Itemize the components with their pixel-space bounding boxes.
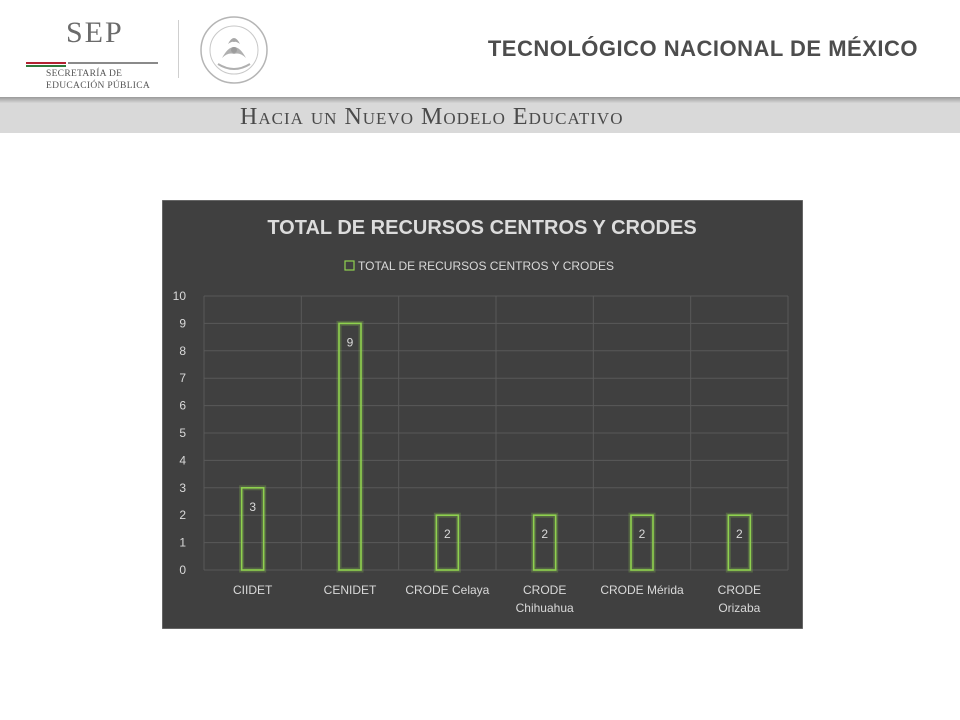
bar <box>240 486 265 571</box>
bar <box>532 514 557 571</box>
sep-logo: SEP SECRETARÍA DE EDUCACIÓN PÚBLICA <box>22 14 172 91</box>
y-tick-label: 10 <box>173 289 187 303</box>
data-label: 2 <box>444 527 451 541</box>
x-tick-label: CRODE <box>523 583 566 597</box>
y-tick-label: 6 <box>179 399 186 413</box>
y-tick-label: 0 <box>179 563 186 577</box>
x-tick-label: CRODE Celaya <box>405 583 489 597</box>
y-tick-label: 8 <box>179 344 186 358</box>
y-tick-label: 5 <box>179 426 186 440</box>
bar <box>727 514 752 571</box>
sep-logo-red-stripe <box>26 62 66 64</box>
bar <box>338 322 362 571</box>
chart-container: TOTAL DE RECURSOS CENTROS Y CRODES TOTAL… <box>161 199 804 630</box>
sep-logo-word: SEP <box>66 16 124 49</box>
chart-title: TOTAL DE RECURSOS CENTROS Y CRODES <box>267 217 696 239</box>
data-label: 2 <box>736 527 743 541</box>
legend-swatch <box>344 260 355 271</box>
header-divider <box>178 20 179 78</box>
y-tick-label: 4 <box>179 453 186 467</box>
x-tick-label: CIIDET <box>233 583 273 597</box>
header: SEP SECRETARÍA DE EDUCACIÓN PÚBLICA TECN… <box>0 0 960 98</box>
x-tick-label: Orizaba <box>718 601 760 615</box>
x-tick-label: CENIDET <box>324 583 377 597</box>
sep-logo-subtitle-1: SECRETARÍA DE <box>46 69 123 79</box>
bar <box>630 514 654 571</box>
subtitle-band-text: Hacia un Nuevo Modelo Educativo <box>240 104 624 130</box>
mexico-seal-icon <box>200 16 268 84</box>
header-shadow <box>0 97 960 103</box>
institution-title: TECNOLÓGICO NACIONAL DE MÉXICO <box>487 36 918 61</box>
bar-chart: TOTAL DE RECURSOS CENTROS Y CRODES TOTAL… <box>161 199 804 630</box>
y-tick-label: 2 <box>179 508 186 522</box>
sep-logo-green-stripe <box>26 65 66 67</box>
plot-area: 0 1 2 3 4 5 6 7 8 9 10 3 CIIDET 9 CENIDET 2 CRODE Celaya… <box>173 289 789 615</box>
legend-label: TOTAL DE RECURSOS CENTROS Y CRODES <box>358 259 614 273</box>
x-tick-label: Chihuahua <box>516 601 574 615</box>
x-tick-label: CRODE Mérida <box>600 583 684 597</box>
sep-logo-gray-rule <box>68 62 158 64</box>
y-tick-label: 3 <box>179 481 186 495</box>
chart-background <box>161 199 804 630</box>
y-tick-label: 7 <box>179 371 186 385</box>
data-label: 2 <box>541 527 548 541</box>
x-tick-label: CRODE <box>718 583 761 597</box>
bar <box>435 514 460 571</box>
y-tick-label: 1 <box>179 536 186 550</box>
y-tick-label: 9 <box>179 316 186 330</box>
sep-logo-subtitle-2: EDUCACIÓN PÚBLICA <box>46 81 151 91</box>
data-label: 9 <box>347 335 354 349</box>
data-label: 3 <box>249 500 256 514</box>
data-label: 2 <box>639 527 646 541</box>
subtitle-band <box>0 103 960 133</box>
